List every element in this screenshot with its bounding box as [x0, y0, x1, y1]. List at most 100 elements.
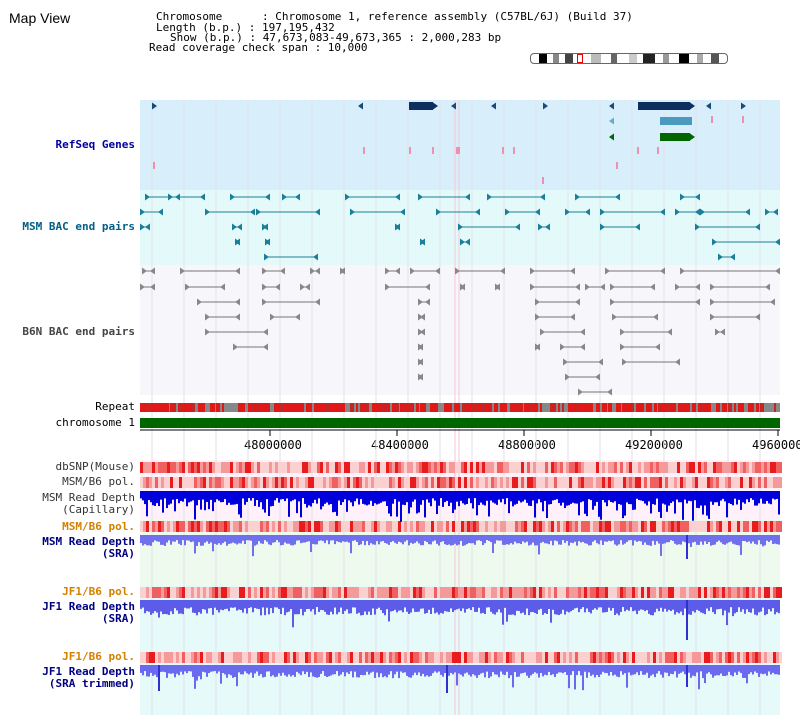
depth-bar	[458, 665, 460, 674]
depth-bar	[480, 665, 482, 674]
chromosome-ideogram[interactable]	[530, 53, 728, 64]
depth-bar	[758, 491, 760, 504]
depth-bar	[326, 600, 328, 615]
heat-cell	[482, 462, 485, 473]
heat-cell	[230, 587, 233, 598]
heat-cell	[497, 521, 500, 532]
depth-bar	[312, 665, 314, 677]
depth-bar	[318, 665, 320, 678]
depth-bar	[772, 491, 774, 499]
heat-cell	[290, 652, 293, 663]
depth-bar	[730, 491, 732, 505]
depth-bar	[628, 665, 630, 673]
heat-cell	[422, 462, 425, 473]
heat-cell	[437, 477, 440, 488]
heat-cell	[548, 652, 551, 663]
heat-cell	[719, 521, 722, 532]
feature-arrow	[340, 267, 345, 275]
depth-bar	[426, 600, 428, 613]
heat-cell	[620, 462, 623, 473]
repeat-element	[178, 403, 180, 412]
heat-cell	[773, 521, 776, 532]
depth-bar	[200, 491, 202, 510]
depth-bar	[742, 535, 744, 541]
repeat-element	[602, 403, 605, 412]
depth-bar	[186, 491, 188, 507]
feature-arrow	[220, 283, 225, 291]
heat-cell	[632, 477, 635, 488]
heat-cell	[287, 587, 290, 598]
depth-bar	[644, 491, 646, 504]
depth-bar	[618, 600, 620, 616]
repeat-element	[294, 403, 296, 412]
depth-bar	[620, 665, 622, 672]
heat-cell	[539, 477, 542, 488]
depth-bar	[494, 491, 496, 504]
heat-cell	[713, 462, 716, 473]
heat-cell	[353, 652, 356, 663]
heat-cell	[218, 477, 221, 488]
depth-bar	[302, 535, 304, 543]
depth-bar	[474, 535, 476, 545]
depth-bar	[312, 535, 314, 544]
heat-cell	[515, 477, 518, 488]
heat-cell	[347, 521, 350, 532]
depth-bar	[636, 535, 638, 542]
depth-bar	[516, 665, 518, 677]
heat-cell	[386, 652, 389, 663]
feature-arrow	[609, 102, 614, 110]
depth-bar	[648, 600, 650, 614]
depth-bar	[306, 665, 308, 672]
depth-bar	[692, 600, 694, 612]
heat-cell	[707, 462, 710, 473]
depth-bar	[266, 665, 268, 672]
depth-bar	[408, 491, 410, 514]
heat-cell	[227, 462, 230, 473]
heat-cell	[353, 477, 356, 488]
heat-cell	[206, 652, 209, 663]
depth-bar	[248, 491, 250, 499]
depth-bar	[178, 665, 180, 676]
depth-bar	[506, 600, 508, 622]
depth-bar	[196, 600, 198, 616]
heat-cell	[524, 462, 527, 473]
heat-cell	[767, 652, 770, 663]
depth-bar	[636, 491, 638, 499]
depth-bar	[232, 665, 234, 678]
depth-bar	[514, 665, 516, 673]
depth-bar	[422, 491, 424, 501]
heat-cell	[458, 652, 461, 663]
heat-cell	[668, 477, 671, 488]
depth-bar	[554, 491, 556, 500]
heat-cell	[335, 477, 338, 488]
depth-bar	[548, 535, 550, 545]
depth-bar	[480, 491, 482, 503]
repeat-element	[526, 403, 529, 412]
depth-bar	[698, 535, 700, 545]
heat-cell	[212, 462, 215, 473]
depth-bar	[776, 491, 778, 499]
heat-cell	[233, 587, 236, 598]
heat-cell	[620, 477, 623, 488]
heat-cell	[314, 652, 317, 663]
heat-cell	[485, 521, 488, 532]
heat-cell	[290, 477, 293, 488]
heat-cell	[494, 521, 497, 532]
depth-bar	[298, 665, 300, 674]
heat-cell	[521, 652, 524, 663]
depth-bar	[388, 491, 390, 514]
heat-cell	[578, 521, 581, 532]
depth-bar	[692, 665, 694, 676]
repeat-element	[558, 403, 560, 412]
heat-cell	[338, 521, 341, 532]
depth-bar	[588, 491, 590, 500]
heat-cell	[416, 521, 419, 532]
depth-bar	[506, 535, 508, 545]
heat-cell	[311, 587, 314, 598]
depth-bar	[574, 665, 576, 690]
depth-bar	[150, 535, 152, 546]
repeat-element	[288, 403, 290, 412]
repeat-element	[734, 403, 736, 412]
depth-bar	[664, 491, 666, 505]
heat-cell	[245, 587, 248, 598]
